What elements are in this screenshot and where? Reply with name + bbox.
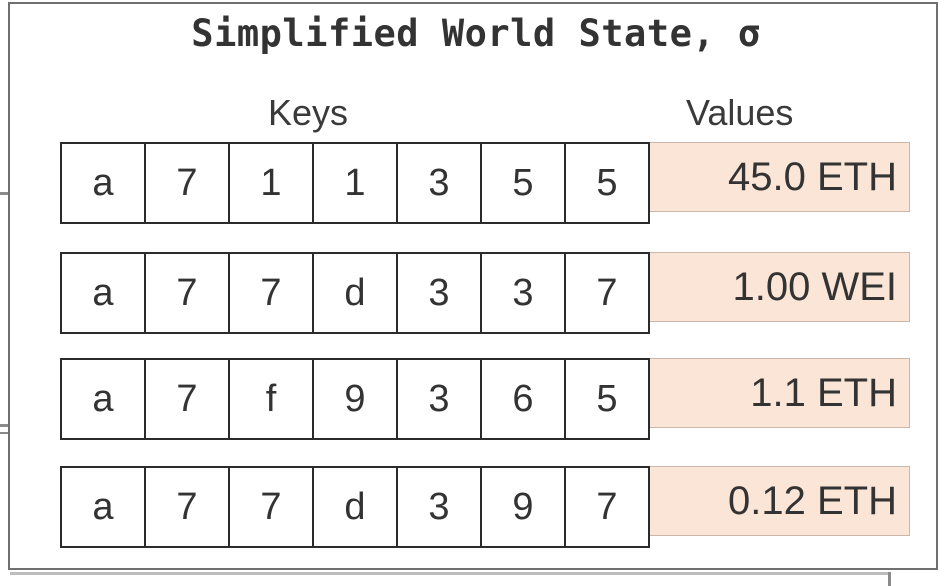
key-nibble: 3 [482,254,566,332]
value-cell: 1.1 ETH [650,358,910,428]
key-nibble: 3 [398,254,482,332]
key-nibble: 9 [482,468,566,546]
connector-line-bottom [10,572,890,575]
keys-column-label: Keys [268,92,349,133]
key-nibble: d [314,468,398,546]
key-nibble: 7 [566,468,650,546]
key-cells: a 7 7 d 3 9 7 [60,466,650,548]
value-cell: 1.00 WEI [650,252,910,322]
key-nibble: 9 [314,360,398,438]
state-row-2: a 7 7 d 3 3 7 1.00 WEI [60,252,910,334]
value-cell: 0.12 ETH [650,466,910,536]
key-nibble: 7 [146,360,230,438]
key-nibble: a [62,468,146,546]
key-nibble: 1 [230,144,314,222]
key-nibble: 7 [230,254,314,332]
key-cells: a 7 1 1 3 5 5 [60,142,650,224]
state-row-4: a 7 7 d 3 9 7 0.12 ETH [60,466,910,548]
key-nibble: f [230,360,314,438]
state-table: a 7 1 1 3 5 5 45.0 ETH a 7 7 d 3 3 7 1.0… [60,142,910,576]
key-nibble: 7 [230,468,314,546]
key-nibble: 7 [146,254,230,332]
key-nibble: 5 [566,144,650,222]
values-column-label: Values [686,92,794,133]
value-cell: 45.0 ETH [650,142,910,212]
key-nibble: 7 [146,144,230,222]
diagram-title: Simplified World State, σ [191,12,761,55]
key-nibble: 3 [398,468,482,546]
key-nibble: 3 [398,360,482,438]
key-nibble: 3 [398,144,482,222]
key-nibble: a [62,254,146,332]
key-nibble: 5 [566,360,650,438]
key-cells: a 7 f 9 3 6 5 [60,358,650,440]
connector-line-bottom-right [888,572,891,586]
key-nibble: 7 [146,468,230,546]
state-row-1: a 7 1 1 3 5 5 45.0 ETH [60,142,910,224]
key-nibble: 6 [482,360,566,438]
key-nibble: 5 [482,144,566,222]
key-nibble: a [62,144,146,222]
connector-line-left-middle-2 [0,432,10,434]
key-nibble: 1 [314,144,398,222]
connector-line-left-top [0,192,10,195]
key-nibble: d [314,254,398,332]
connector-line-left-middle [0,424,10,427]
state-row-3: a 7 f 9 3 6 5 1.1 ETH [60,358,910,440]
key-nibble: 7 [566,254,650,332]
key-nibble: a [62,360,146,438]
key-cells: a 7 7 d 3 3 7 [60,252,650,334]
